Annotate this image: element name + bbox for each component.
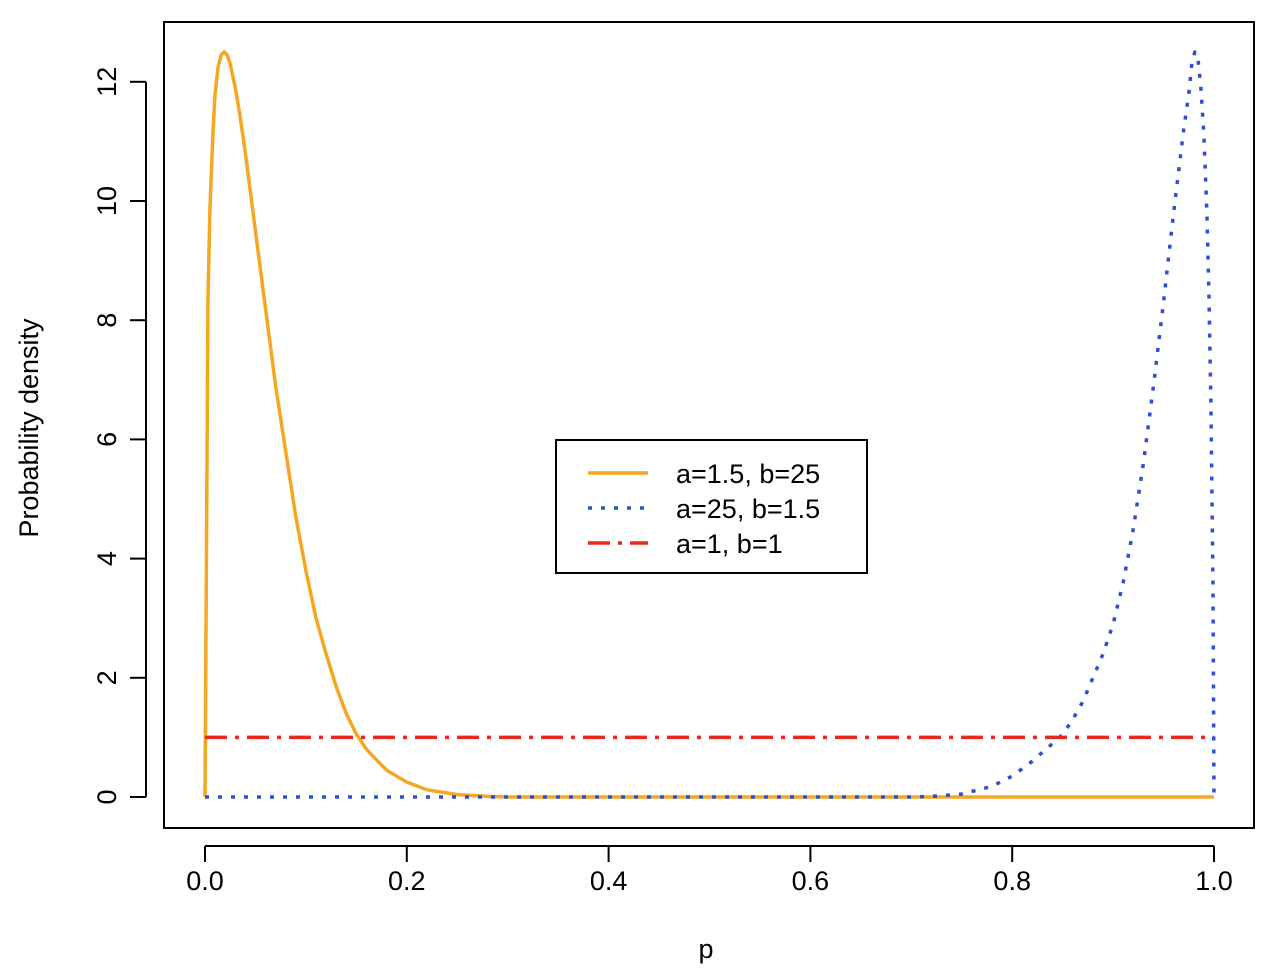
x-tick-label: 0.4: [590, 866, 628, 896]
y-axis: 0 2 4 6 8 10 12: [92, 67, 147, 805]
series-line-2: [205, 50, 1216, 799]
plot-frame: [163, 21, 1255, 829]
y-tick-label: 0: [92, 789, 122, 804]
series-group: [203, 50, 1216, 799]
legend: a=1.5, b=25 a=25, b=1.5 a=1, b=1: [555, 439, 868, 574]
x-axis: 0.0 0.2 0.4 0.6 0.8 1.0: [186, 845, 1233, 896]
legend-label-2: a=25, b=1.5: [676, 494, 820, 524]
x-tick-label: 0.6: [792, 866, 830, 896]
y-axis-title: Probability density: [14, 318, 44, 538]
x-tick-label: 0.8: [993, 866, 1031, 896]
legend-label-1: a=1.5, b=25: [676, 459, 820, 489]
legend-label-3: a=1, b=1: [676, 529, 783, 559]
y-tick-label: 10: [92, 186, 122, 216]
series-line-1: [203, 50, 1214, 799]
x-tick-label: 0.2: [388, 866, 426, 896]
legend-box: [555, 439, 868, 574]
y-tick-label: 2: [92, 670, 122, 685]
y-tick-label: 6: [92, 432, 122, 447]
y-tick-label: 4: [92, 551, 122, 566]
x-axis-title: p: [698, 934, 713, 964]
y-tick-label: 8: [92, 313, 122, 328]
x-tick-label: 0.0: [186, 866, 224, 896]
x-tick-label: 1.0: [1195, 866, 1233, 896]
y-tick-label: 12: [92, 67, 122, 97]
